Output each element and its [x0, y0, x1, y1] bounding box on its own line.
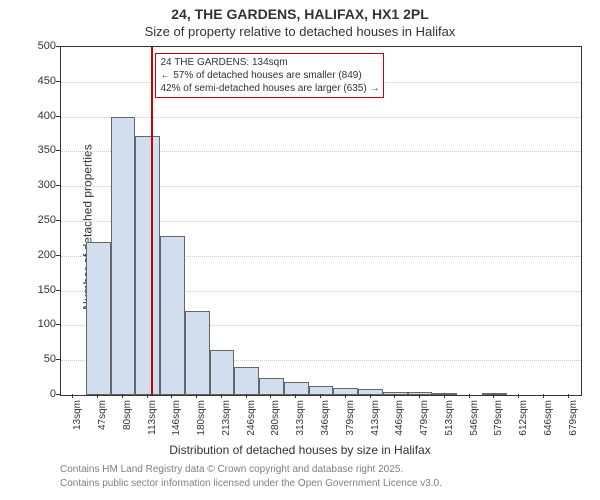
y-tick-label: 250 [16, 214, 56, 226]
x-tick-mark [270, 394, 271, 398]
x-tick-label: 246sqm [246, 400, 257, 445]
x-tick-label: 546sqm [469, 400, 480, 445]
x-tick-mark [171, 394, 172, 398]
y-tick-label: 200 [16, 249, 56, 261]
plot-area: 24 THE GARDENS: 134sqm← 57% of detached … [60, 46, 582, 396]
x-tick-mark [493, 394, 494, 398]
x-tick-label: 146sqm [171, 400, 182, 445]
y-tick-label: 150 [16, 284, 56, 296]
x-tick-label: 80sqm [122, 400, 133, 445]
histogram-bar [432, 393, 457, 395]
x-tick-mark [394, 394, 395, 398]
chart-title-sub: Size of property relative to detached ho… [0, 24, 600, 39]
annotation-line: ← 57% of detached houses are smaller (84… [160, 69, 379, 82]
attribution-line-1: Contains HM Land Registry data © Crown c… [60, 464, 403, 475]
histogram-bar [210, 350, 235, 395]
x-tick-label: 446sqm [394, 400, 405, 445]
x-tick-label: 579sqm [493, 400, 504, 445]
x-tick-mark [246, 394, 247, 398]
x-tick-label: 113sqm [147, 400, 158, 445]
y-tick-label: 300 [16, 179, 56, 191]
annotation-box: 24 THE GARDENS: 134sqm← 57% of detached … [155, 53, 384, 98]
chart-container: 24, THE GARDENS, HALIFAX, HX1 2PL Size o… [0, 0, 600, 500]
x-tick-label: 346sqm [320, 400, 331, 445]
x-tick-label: 13sqm [72, 400, 83, 445]
histogram-bar [333, 388, 358, 395]
annotation-line: 24 THE GARDENS: 134sqm [160, 56, 379, 69]
y-tick-mark [56, 81, 60, 82]
y-tick-mark [56, 290, 60, 291]
x-axis-label: Distribution of detached houses by size … [0, 443, 600, 457]
x-tick-label: 47sqm [97, 400, 108, 445]
x-tick-mark [221, 394, 222, 398]
x-tick-label: 646sqm [543, 400, 554, 445]
y-tick-label: 400 [16, 110, 56, 122]
x-tick-mark [543, 394, 544, 398]
histogram-bar [358, 389, 383, 395]
x-tick-label: 213sqm [221, 400, 232, 445]
x-tick-label: 413sqm [370, 400, 381, 445]
x-tick-mark [370, 394, 371, 398]
histogram-bar [185, 311, 210, 395]
x-tick-mark [97, 394, 98, 398]
histogram-bar [135, 136, 160, 395]
y-tick-label: 450 [16, 75, 56, 87]
y-tick-mark [56, 185, 60, 186]
x-tick-label: 513sqm [444, 400, 455, 445]
chart-title-main: 24, THE GARDENS, HALIFAX, HX1 2PL [0, 6, 600, 22]
x-tick-label: 612sqm [518, 400, 529, 445]
y-tick-label: 50 [16, 353, 56, 365]
x-tick-mark [345, 394, 346, 398]
y-tick-mark [56, 116, 60, 117]
annotation-line: 42% of semi-detached houses are larger (… [160, 82, 379, 95]
reference-line [151, 47, 153, 395]
histogram-bar [259, 378, 284, 395]
y-tick-mark [56, 324, 60, 325]
x-tick-label: 313sqm [295, 400, 306, 445]
x-tick-label: 679sqm [568, 400, 579, 445]
x-tick-label: 280sqm [270, 400, 281, 445]
x-tick-mark [320, 394, 321, 398]
x-tick-mark [72, 394, 73, 398]
x-tick-mark [196, 394, 197, 398]
x-tick-mark [469, 394, 470, 398]
x-tick-mark [147, 394, 148, 398]
y-tick-mark [56, 46, 60, 47]
y-tick-mark [56, 220, 60, 221]
x-tick-mark [568, 394, 569, 398]
x-tick-mark [518, 394, 519, 398]
x-tick-mark [122, 394, 123, 398]
x-tick-label: 379sqm [345, 400, 356, 445]
histogram-bar [111, 117, 136, 395]
gridline [61, 117, 581, 118]
y-tick-label: 350 [16, 144, 56, 156]
y-tick-mark [56, 255, 60, 256]
histogram-bar [234, 367, 259, 395]
x-tick-mark [295, 394, 296, 398]
y-tick-label: 100 [16, 318, 56, 330]
x-tick-mark [444, 394, 445, 398]
y-tick-label: 0 [16, 388, 56, 400]
x-tick-label: 479sqm [419, 400, 430, 445]
histogram-bar [160, 236, 185, 395]
y-tick-mark [56, 394, 60, 395]
y-tick-mark [56, 150, 60, 151]
y-tick-mark [56, 359, 60, 360]
y-tick-label: 500 [16, 40, 56, 52]
x-tick-mark [419, 394, 420, 398]
x-tick-label: 180sqm [196, 400, 207, 445]
attribution-line-2: Contains public sector information licen… [60, 478, 442, 489]
histogram-bar [86, 242, 111, 395]
